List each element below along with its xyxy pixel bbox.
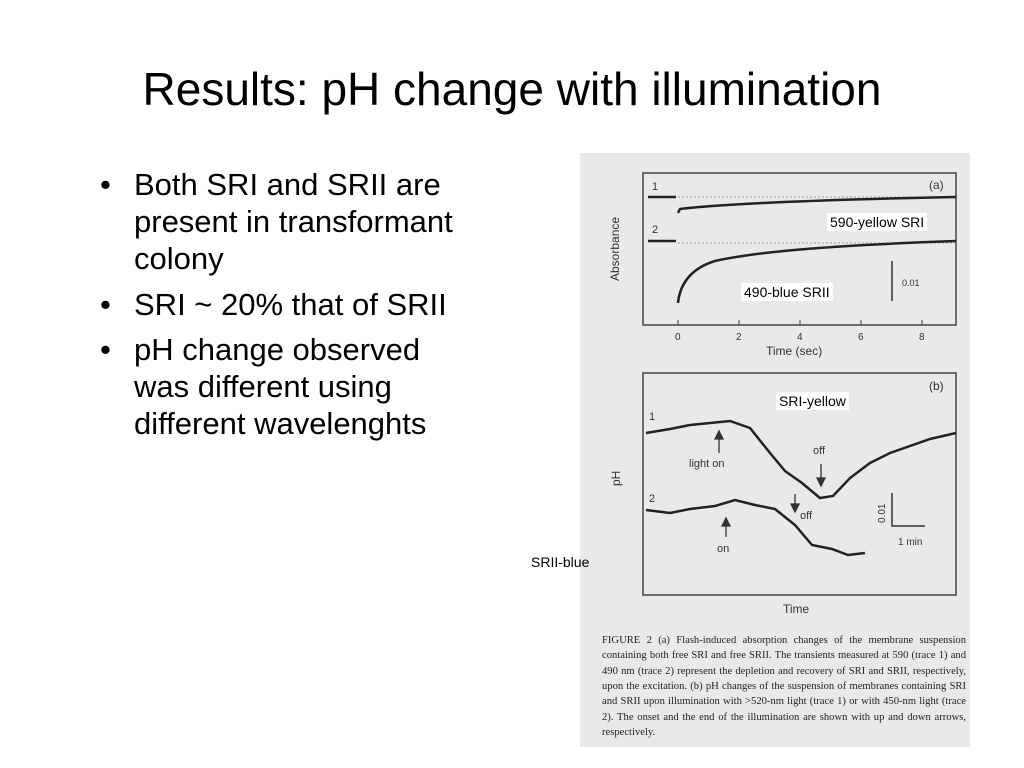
bullet-list: Both SRI and SRII are present in transfo… xyxy=(100,166,480,450)
panel-a-trace2-label: 2 xyxy=(652,224,658,236)
panel-b-arrows xyxy=(713,429,827,537)
panel-a-trace-2 xyxy=(676,239,957,304)
figure-caption: FIGURE 2 (a) Flash-induced absorption ch… xyxy=(602,633,966,741)
panel-b-trace1-label: 1 xyxy=(649,411,655,423)
caption-figure-label: FIGURE 2 xyxy=(602,635,652,646)
bullet-item: SRI ~ 20% that of SRII xyxy=(100,286,480,323)
annotation-sri-yellow: SRI-yellow xyxy=(776,392,849,410)
slide-title: Results: pH change with illumination xyxy=(142,63,882,115)
panel-b-scale-x: 1 min xyxy=(898,537,922,548)
annotation-590-yellow: 590-yellow SRI xyxy=(827,213,928,231)
annotation-490-blue: 490-blue SRII xyxy=(741,283,833,301)
panel-b-trace-1 xyxy=(645,419,957,500)
panel-b-trace-2 xyxy=(645,498,866,557)
x-tick-label: 2 xyxy=(736,332,742,343)
figure-plots: 0 2 4 6 8 Time (sec) Absorbance 1 2 (a) … xyxy=(608,172,957,616)
off-label-1: off xyxy=(813,445,826,457)
panel-a-ylabel: Absorbance xyxy=(608,217,622,281)
on-label-2: on xyxy=(717,543,729,555)
annotation-srii-blue: SRII-blue xyxy=(531,554,590,570)
panel-a-scale-label: 0.01 xyxy=(902,278,920,288)
panel-b-xlabel: Time xyxy=(783,602,810,616)
panel-a-trace-1 xyxy=(676,195,957,214)
caption-text: (a) Flash-induced absorption changes of … xyxy=(602,635,967,739)
bullet-item: pH change observed was different using d… xyxy=(100,331,480,443)
x-tick-label: 6 xyxy=(858,332,864,343)
panel-b-ylabel: pH xyxy=(609,471,623,486)
x-tick-label: 4 xyxy=(797,332,803,343)
figure-image: 0 2 4 6 8 Time (sec) Absorbance 1 2 (a) … xyxy=(580,153,970,747)
light-on-label: light on xyxy=(689,458,724,470)
panel-a-xlabel: Time (sec) xyxy=(766,344,822,358)
panel-b-scale-bar xyxy=(891,493,925,527)
panel-b-frame xyxy=(642,372,957,596)
panel-a-x-ticks xyxy=(677,320,923,325)
panel-b-scale-y: 0.01 xyxy=(877,503,888,523)
panel-b-label: (b) xyxy=(929,379,944,393)
bullet-item: Both SRI and SRII are present in transfo… xyxy=(100,166,480,278)
off-label-2: off xyxy=(800,510,813,522)
panel-a-trace1-label: 1 xyxy=(652,181,658,193)
x-tick-label: 8 xyxy=(919,332,925,343)
panel-b-trace2-label: 2 xyxy=(649,493,655,505)
panel-a-label: (a) xyxy=(929,178,944,192)
x-tick-label: 0 xyxy=(675,332,681,343)
